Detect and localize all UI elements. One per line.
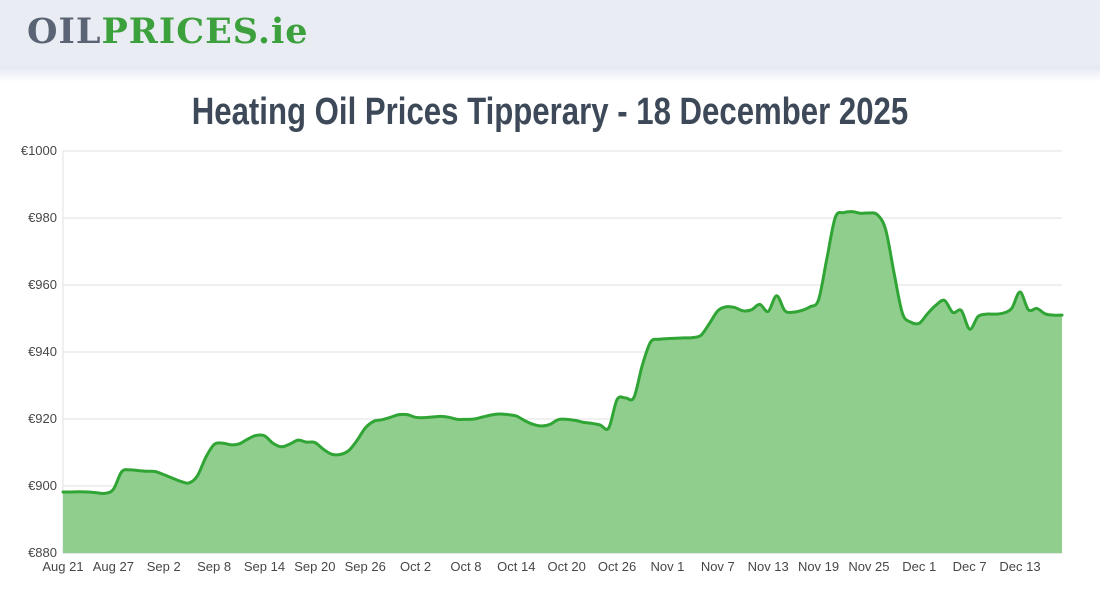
x-axis-label: Nov 7 — [701, 559, 735, 574]
x-axis-label: Nov 1 — [650, 559, 684, 574]
x-axis-label: Oct 14 — [497, 559, 535, 574]
price-chart: €880 €900 €920 €940 €960 €980 €1000 Aug 21 Aug 2… — [0, 140, 1100, 592]
x-axis-label: Aug 27 — [93, 559, 134, 574]
logo-text-oil: OIL — [27, 11, 102, 52]
site-header: OILPRICES.ie — [0, 0, 1100, 82]
x-axis-label: Nov 13 — [748, 559, 789, 574]
x-axis-label: Nov 25 — [848, 559, 889, 574]
x-axis-label: Oct 20 — [548, 559, 586, 574]
price-area-fill — [63, 211, 1062, 553]
y-axis-label: €920 — [28, 411, 57, 426]
x-axis-label: Dec 13 — [999, 559, 1040, 574]
y-axis-label: €940 — [28, 344, 57, 359]
site-logo[interactable]: OILPRICES.ie — [0, 0, 1100, 64]
x-axis-label: Dec 1 — [902, 559, 936, 574]
main-content: Heating Oil Prices Tipperary - 18 Decemb… — [0, 91, 1100, 592]
x-axis-label: Sep 20 — [294, 559, 335, 574]
x-axis-label: Dec 7 — [953, 559, 987, 574]
price-line — [61, 210, 1064, 496]
x-axis-label: Sep 2 — [147, 559, 181, 574]
y-axis-label: €960 — [28, 277, 57, 292]
x-axis-label: Sep 26 — [345, 559, 386, 574]
x-axis-label: Sep 8 — [197, 559, 231, 574]
price-chart-svg: €880 €900 €920 €940 €960 €980 €1000 Aug 21 Aug 2… — [21, 143, 1064, 574]
x-axis-label: Nov 19 — [798, 559, 839, 574]
y-axis-label: €1000 — [21, 143, 57, 158]
y-axis-label: €980 — [28, 210, 57, 225]
y-axis-label: €880 — [28, 545, 57, 560]
x-axis-label: Oct 8 — [450, 559, 481, 574]
page-title: Heating Oil Prices Tipperary - 18 Decemb… — [191, 91, 909, 133]
logo-text-ie: .ie — [257, 11, 309, 52]
x-axis-label: Sep 14 — [244, 559, 285, 574]
x-axis-label: Aug 21 — [42, 559, 83, 574]
logo-text-prices: PRICES — [101, 11, 258, 52]
x-axis-label: Oct 26 — [598, 559, 636, 574]
x-axis-label: Oct 2 — [400, 559, 431, 574]
y-axis-label: €900 — [28, 478, 57, 493]
